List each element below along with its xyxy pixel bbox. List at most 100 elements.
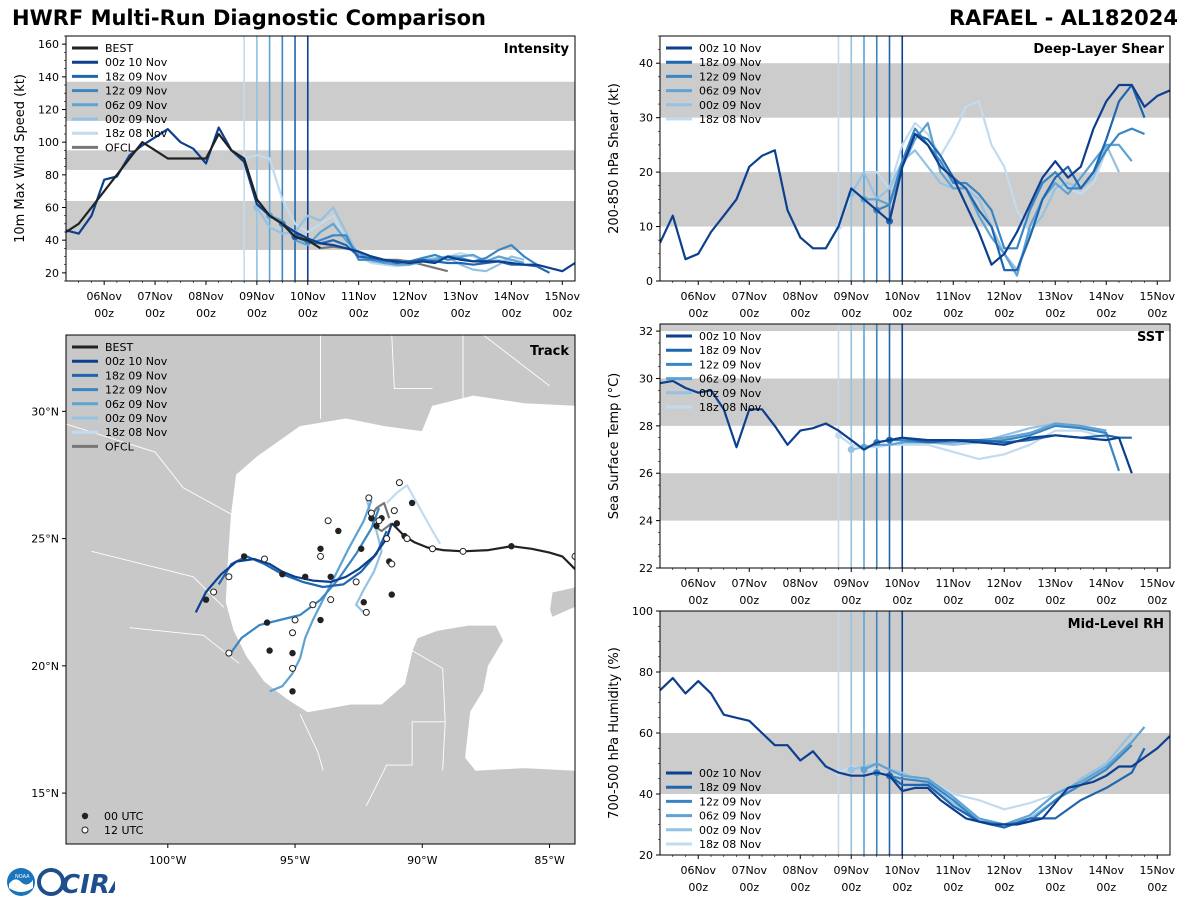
marker-legend-12utc-icon xyxy=(81,826,89,834)
sst-legend-label-18z-09-nov: 18z 09 Nov xyxy=(699,344,762,357)
track-point-00utc xyxy=(368,515,375,522)
rh-band-1 xyxy=(660,611,1170,672)
sst-xtick-day: 06Nov xyxy=(681,577,717,590)
panel-track: 100°W 95°W 90°W 85°W 15°N 20°N 25°N 30°N Track BE… xyxy=(31,334,576,867)
rh-xtick-day: 08Nov xyxy=(783,864,819,877)
track-point-12utc xyxy=(317,552,324,560)
cira-logo-text: CIRA xyxy=(61,870,115,898)
shear-xtick-day: 11Nov xyxy=(936,290,972,303)
rh-legend-label-06z-09-nov: 06z 09 Nov xyxy=(699,810,762,823)
cira-logo-mark xyxy=(37,868,65,896)
sst-ytick-label: 32 xyxy=(639,325,653,338)
sst-xtick-hour: 00z xyxy=(739,594,759,607)
intensity-xtick-hour: 00z xyxy=(552,307,572,320)
track-point-12utc xyxy=(375,517,383,525)
track-legend-label-12z-09-nov: 12z 09 Nov xyxy=(105,384,168,397)
rh-ytick-label: 60 xyxy=(639,727,653,740)
rh-xtick-day: 11Nov xyxy=(936,864,972,877)
shear-xtick-day: 08Nov xyxy=(783,290,819,303)
rh-ytick-label: 20 xyxy=(639,849,653,862)
track-point-12utc xyxy=(327,596,335,604)
shear-plot-area xyxy=(660,36,1170,281)
rh-title: Mid-Level RH xyxy=(1068,617,1164,632)
intensity-legend-label-00z-09-nov: 00z 09 Nov xyxy=(105,113,168,126)
sst-ytick-label: 30 xyxy=(639,372,653,385)
sst-legend-label-00z-10-nov: 00z 10 Nov xyxy=(699,330,762,343)
shear-series-18z-09-nov xyxy=(888,83,1146,272)
track-legend-label-best: BEST xyxy=(105,341,133,354)
shear-xtick-hour: 00z xyxy=(892,307,912,320)
track-series-06z-09-nov xyxy=(269,500,373,693)
shear-series-00z-10-nov xyxy=(660,83,1170,266)
track-point-00utc xyxy=(289,688,296,695)
track-legend-label-18z-08-nov: 18z 08 Nov xyxy=(105,426,168,439)
rh-legend-label-12z-09-nov: 12z 09 Nov xyxy=(699,795,762,808)
sst-series-00z-10-nov xyxy=(660,379,1133,474)
rh-legend-label-00z-10-nov: 00z 10 Nov xyxy=(699,767,762,780)
rh-ytick-label: 40 xyxy=(639,788,653,801)
intensity-legend-label-18z-08-nov: 18z 08 Nov xyxy=(105,127,168,140)
intensity-ytick-label: 60 xyxy=(45,202,59,215)
sst-ytick-label: 26 xyxy=(639,467,653,480)
intensity-xtick-day: 13Nov xyxy=(443,290,479,303)
track-point-12utc xyxy=(403,535,411,543)
track-xtick-label: 85°W xyxy=(534,854,564,867)
rh-legend-label-18z-08-nov: 18z 08 Nov xyxy=(699,838,762,851)
intensity-series-18z-09-nov xyxy=(294,235,551,274)
intensity-xtick-day: 10Nov xyxy=(290,290,326,303)
rh-ylabel: 700-500 hPa Humidity (%) xyxy=(607,647,622,819)
sst-legend-label-00z-09-nov: 00z 09 Nov xyxy=(699,387,762,400)
track-point-00utc xyxy=(279,571,286,578)
sst-xtick-hour: 00z xyxy=(841,594,861,607)
sst-xtick-hour: 00z xyxy=(688,594,708,607)
track-legend-label-00z-10-nov: 00z 10 Nov xyxy=(105,355,168,368)
sst-xtick-hour: 00z xyxy=(1147,594,1167,607)
intensity-series-00z-10-nov xyxy=(66,126,575,273)
intensity-xtick-day: 07Nov xyxy=(137,290,173,303)
intensity-xtick-hour: 00z xyxy=(298,307,318,320)
track-point-12utc xyxy=(289,664,297,672)
intensity-xtick-hour: 00z xyxy=(501,307,521,320)
track-xtick-label: 100°W xyxy=(149,854,186,867)
intensity-xtick-day: 15Nov xyxy=(545,290,581,303)
shear-xtick-day: 06Nov xyxy=(681,290,717,303)
shear-band-1 xyxy=(660,63,1170,118)
figure-title: HWRF Multi-Run Diagnostic Comparison xyxy=(12,6,487,30)
track-point-00utc xyxy=(327,573,334,580)
track-point-00utc xyxy=(240,553,248,560)
track-point-12utc xyxy=(210,588,218,596)
sst-init-point-00z-09-nov xyxy=(847,446,855,454)
sst-plot-area xyxy=(660,324,1170,568)
track-border-4 xyxy=(483,335,550,387)
track-point-00utc xyxy=(317,545,324,552)
shear-legend-label-18z-09-nov: 18z 09 Nov xyxy=(699,56,762,69)
track-point-12utc xyxy=(383,535,391,543)
track-point-12utc xyxy=(390,507,398,515)
intensity-legend-label-12z-09-nov: 12z 09 Nov xyxy=(105,85,168,98)
track-point-00utc xyxy=(266,647,273,654)
sst-ytick-label: 22 xyxy=(639,562,653,575)
shear-legend-label-12z-09-nov: 12z 09 Nov xyxy=(699,70,762,83)
intensity-legend-label-18z-09-nov: 18z 09 Nov xyxy=(105,70,168,83)
rh-xtick-hour: 00z xyxy=(1096,881,1116,894)
rh-xtick-hour: 00z xyxy=(994,881,1014,894)
track-point-00utc xyxy=(335,527,342,535)
intensity-legend-label-06z-09-nov: 06z 09 Nov xyxy=(105,99,168,112)
sst-xtick-day: 12Nov xyxy=(987,577,1023,590)
intensity-ytick-label: 20 xyxy=(45,267,59,280)
track-legend-label-06z-09-nov: 06z 09 Nov xyxy=(105,398,168,411)
rh-xtick-day: 15Nov xyxy=(1140,864,1176,877)
shear-xtick-day: 14Nov xyxy=(1089,290,1125,303)
rh-legend-label-00z-09-nov: 00z 09 Nov xyxy=(699,824,762,837)
track-ytick-label: 30°N xyxy=(31,405,59,418)
track-point-12utc xyxy=(362,608,370,616)
sst-xtick-day: 07Nov xyxy=(732,577,768,590)
intensity-xtick-hour: 00z xyxy=(400,307,420,320)
track-border-7 xyxy=(365,721,446,807)
rh-xtick-hour: 00z xyxy=(739,881,759,894)
